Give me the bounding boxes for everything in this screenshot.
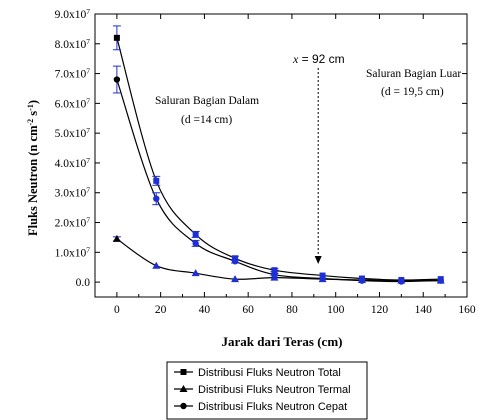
legend-label: Distribusi Fluks Neutron Termal: [198, 384, 351, 396]
data-point-square: [113, 34, 120, 41]
y-tick-label: 1.0x107: [55, 245, 91, 260]
annotation-position-symbol: x: [292, 52, 299, 66]
annotation-outer-diameter: (d = 19,5 cm): [381, 86, 444, 98]
x-tick-label: 160: [458, 304, 476, 316]
series-markers: [112, 25, 445, 285]
series-curve-triangle: [116, 238, 441, 282]
data-point-circle: [192, 240, 199, 247]
data-point-circle: [113, 76, 121, 83]
y-tick-label: 3.0x107: [55, 185, 91, 200]
data-point-triangle: [231, 275, 240, 283]
data-point-square: [271, 267, 278, 274]
annotation-inner-channel: Saluran Bagian Dalam: [155, 95, 259, 107]
annotation-inner-diameter: (d =14 cm): [181, 114, 232, 126]
data-point-circle: [398, 278, 405, 285]
x-tick-label: 40: [199, 304, 211, 316]
legend-marker-triangle: [179, 385, 188, 392]
y-tick-label: 6.0x107: [55, 96, 91, 111]
data-point-circle: [271, 271, 278, 278]
y-tick-label: 2.0x107: [55, 215, 91, 230]
y-tick-label: 5.0x107: [55, 126, 91, 141]
annotation-outer-channel: Saluran Bagian Luar: [366, 68, 461, 80]
y-tick-labels: 9.0x107 8.0x107 7.0x107 6.0x107 5.0x107 4.0x1…: [55, 7, 91, 290]
series-curve-circle: [116, 79, 441, 283]
data-point-square: [153, 177, 160, 184]
x-tick-labels: 0 20 40 60 80 100 120 140 160: [114, 304, 476, 316]
data-point-circle: [358, 277, 366, 284]
legend-label: Distribusi Fluks Neutron Cepat: [198, 401, 347, 413]
y-tick-label: 0.0: [76, 277, 91, 289]
x-tick-label: 80: [286, 304, 298, 316]
legend-items: Distribusi Fluks Neutron Total Distribusi…: [174, 367, 351, 413]
data-point-circle: [153, 195, 160, 202]
position-arrow-head: [314, 256, 322, 264]
legend: Distribusi Fluks Neutron Total Distribusi…: [166, 361, 368, 420]
legend-marker-circle: [180, 402, 187, 410]
y-axis-label: Fluks Neutron (n cm-2 s-1): [26, 100, 41, 236]
position-arrow: [314, 68, 322, 264]
data-point-triangle: [191, 269, 200, 277]
data-point-circle: [437, 277, 444, 284]
legend-label: Distribusi Fluks Neutron Total: [198, 367, 341, 379]
plot-frame: [94, 13, 468, 298]
y-tick-label: 4.0x107: [55, 155, 91, 170]
data-point-circle: [231, 258, 239, 265]
x-axis-label: Jarak dari Teras (cm): [222, 334, 343, 349]
y-tick-label: 8.0x107: [55, 36, 91, 51]
legend-box: [166, 361, 368, 420]
x-tick-label: 120: [371, 304, 389, 316]
data-point-square: [192, 231, 199, 238]
annotation-position: x = 92 cm: [292, 52, 345, 66]
x-tick-label: 140: [415, 304, 433, 316]
legend-marker-square: [180, 369, 187, 375]
y-tick-label: 7.0x107: [55, 66, 91, 81]
data-point-triangle: [112, 234, 121, 242]
x-tick-label: 60: [242, 304, 254, 316]
annotation-position-value: = 92 cm: [298, 52, 344, 66]
data-point-triangle: [152, 261, 161, 269]
plot-frame-layer: [94, 13, 468, 298]
y-tick-label: 9.0x107: [55, 7, 91, 22]
x-tick-label: 0: [114, 304, 120, 316]
x-tick-label: 20: [155, 304, 167, 316]
x-tick-label: 100: [327, 304, 345, 316]
data-point-circle: [319, 275, 326, 282]
